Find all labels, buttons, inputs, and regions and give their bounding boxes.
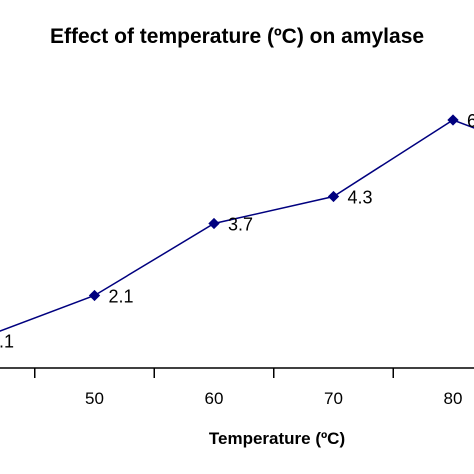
data-label: 4.3 bbox=[348, 188, 373, 208]
x-axis-title: Temperature (ºC) bbox=[209, 429, 345, 448]
data-label: 2.1 bbox=[109, 287, 134, 307]
plot-area: 50 60 70 80 1.1 2.1 3.7 4.3 6 bbox=[0, 111, 474, 408]
x-tick-label: 80 bbox=[444, 389, 463, 408]
x-tick-label: 60 bbox=[205, 389, 224, 408]
data-label: 1.1 bbox=[0, 332, 14, 352]
chart-title: Effect of temperature (ºC) on amylase bbox=[50, 25, 424, 48]
x-tick-label: 70 bbox=[324, 389, 343, 408]
data-point-marker bbox=[208, 217, 220, 230]
data-label: 3.7 bbox=[228, 215, 253, 235]
data-label: 6 bbox=[467, 111, 474, 131]
series-line bbox=[0, 119, 474, 332]
x-tick-label: 50 bbox=[85, 389, 104, 408]
data-point-marker bbox=[327, 190, 340, 203]
